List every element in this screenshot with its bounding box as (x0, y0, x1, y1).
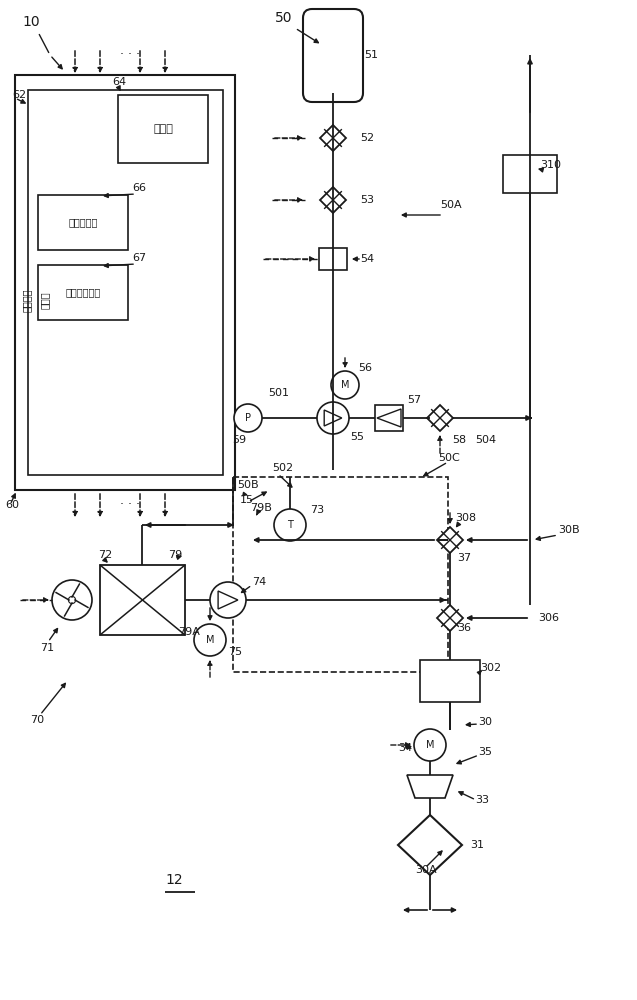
Bar (319, 248, 347, 270)
Text: 55: 55 (350, 432, 364, 442)
Text: 52: 52 (360, 133, 374, 143)
Text: 64: 64 (112, 77, 126, 87)
Circle shape (331, 371, 359, 399)
Text: 34: 34 (398, 743, 412, 753)
Text: 75: 75 (228, 647, 242, 657)
Circle shape (274, 509, 306, 541)
Bar (38, 195, 128, 250)
Text: T: T (287, 520, 293, 530)
Polygon shape (320, 125, 346, 151)
Text: 79: 79 (168, 550, 182, 560)
Text: 501: 501 (268, 388, 289, 398)
Bar (38, 265, 128, 320)
Polygon shape (407, 775, 453, 798)
Polygon shape (377, 409, 401, 427)
Text: 58: 58 (452, 435, 466, 445)
Text: 54: 54 (360, 254, 374, 264)
Text: 79A: 79A (178, 627, 200, 637)
Text: 74: 74 (252, 577, 266, 587)
Bar (28, 90, 223, 475)
Text: 30A: 30A (415, 865, 436, 875)
Text: M: M (426, 740, 434, 750)
Text: 存储部: 存储部 (153, 124, 173, 134)
Text: 60: 60 (5, 500, 19, 510)
Circle shape (210, 582, 246, 618)
Text: 12: 12 (165, 873, 183, 887)
Circle shape (317, 402, 349, 434)
Text: 306: 306 (538, 613, 559, 623)
Text: P: P (245, 413, 251, 423)
Text: 37: 37 (457, 553, 471, 563)
Bar (503, 155, 557, 193)
Text: 30: 30 (478, 717, 492, 727)
Circle shape (68, 596, 76, 604)
Circle shape (194, 624, 226, 656)
Text: 502: 502 (272, 463, 293, 473)
Bar (118, 95, 208, 163)
Text: 10: 10 (22, 15, 39, 29)
Text: 62: 62 (12, 90, 26, 100)
Text: 控制装置: 控制装置 (22, 288, 32, 312)
Text: 50A: 50A (440, 200, 462, 210)
Text: 31: 31 (470, 840, 484, 850)
Text: 51: 51 (364, 50, 378, 60)
Text: 57: 57 (407, 395, 421, 405)
Text: 302: 302 (480, 663, 501, 673)
Bar (100, 565, 185, 635)
Text: 53: 53 (360, 195, 374, 205)
Text: 73: 73 (310, 505, 324, 515)
Text: 67: 67 (132, 253, 146, 263)
Bar (375, 405, 403, 431)
Text: 56: 56 (358, 363, 372, 373)
Text: 504: 504 (475, 435, 496, 445)
Text: 控制部: 控制部 (40, 291, 50, 309)
Polygon shape (218, 591, 238, 609)
Text: 流量取得部: 流量取得部 (68, 217, 97, 227)
Bar (233, 477, 448, 672)
Polygon shape (324, 410, 342, 426)
Polygon shape (437, 527, 463, 553)
Text: 33: 33 (475, 795, 489, 805)
Circle shape (414, 729, 446, 761)
Text: 15: 15 (240, 495, 254, 505)
Text: 储水量取得部: 储水量取得部 (66, 287, 101, 297)
Text: · · ·: · · · (120, 48, 140, 62)
FancyBboxPatch shape (303, 9, 363, 102)
Text: 30B: 30B (558, 525, 580, 535)
Text: 310: 310 (540, 160, 561, 170)
Circle shape (52, 580, 92, 620)
Text: 72: 72 (98, 550, 112, 560)
Text: 71: 71 (40, 643, 54, 653)
Polygon shape (427, 405, 453, 431)
Text: M: M (341, 380, 349, 390)
Polygon shape (437, 605, 463, 631)
Text: M: M (206, 635, 214, 645)
Circle shape (234, 404, 262, 432)
Text: 36: 36 (457, 623, 471, 633)
Text: 59: 59 (232, 435, 246, 445)
Text: 308: 308 (455, 513, 476, 523)
Polygon shape (320, 187, 346, 213)
Bar (420, 660, 480, 702)
Text: 66: 66 (132, 183, 146, 193)
Text: 50B: 50B (237, 480, 259, 490)
Bar (15, 75, 235, 490)
Text: 70: 70 (30, 715, 44, 725)
Text: 50: 50 (275, 11, 292, 25)
Text: 35: 35 (478, 747, 492, 757)
Polygon shape (398, 815, 462, 875)
Text: 50C: 50C (438, 453, 460, 463)
Text: 79B: 79B (250, 503, 272, 513)
Text: · · ·: · · · (120, 498, 140, 512)
